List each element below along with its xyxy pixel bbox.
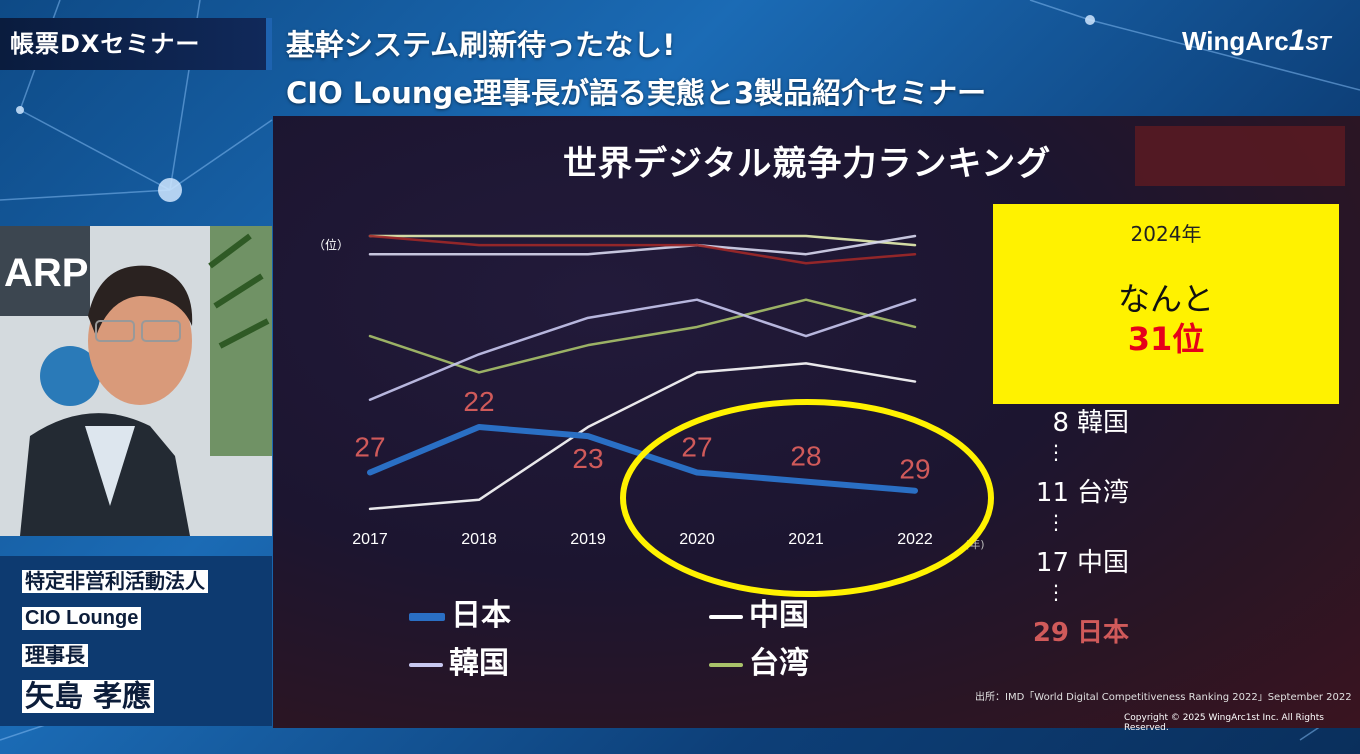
rank-number: 17 [1035,548,1069,578]
page-title-line2: CIO Lounge理事長が語る実態と3製品紹介セミナー [286,76,987,110]
logo-text: WingArc [1182,26,1289,56]
highlight-ellipse [620,399,994,597]
page-title-line1: 基幹システム刷新待ったなし! [286,28,676,62]
series-line-other1 [368,234,917,247]
series-line-taiwan [368,298,917,374]
callout-year: 2024年 [1130,222,1202,246]
legend-korea: 韓国 [409,638,509,682]
presentation-slide: 世界デジタル競争力ランキング （位） 27 22 23 27 28 29 2017 2018 2… [273,116,1360,728]
callout-box: 2024年 なんと 31位 [993,204,1339,404]
rank-number: 11 [1035,478,1069,508]
x-tick-label: 2017 [352,531,388,548]
y-unit-label: （位） [313,238,350,252]
x-tick-label: 2021 [788,531,824,548]
japan-data-label: 22 [463,386,494,417]
rank-ellipsis: ⋮ [1046,510,1066,534]
japan-data-label: 28 [790,441,821,472]
wingarc-logo: WingArc1ST [1182,24,1331,58]
seminar-tag: 帳票DXセミナー [10,30,201,58]
legend-taiwan: 台湾 [709,638,809,682]
legend-swatch [709,614,743,619]
series-line-korea [368,298,917,401]
seminar-tag-box [0,18,272,70]
legend-label: 韓国 [449,646,509,681]
legend-swatch [709,662,743,667]
logo-one: 1 [1288,24,1306,57]
legend-label: 中国 [749,598,809,633]
svg-text:ARP: ARP [4,251,88,295]
x-tick-label: 2022 [897,531,933,548]
slide-title: 世界デジタル競争力ランキング [563,144,1052,184]
speaker-image: ARP [0,226,272,536]
series-line-china [368,362,917,511]
x-tick-label: 2018 [461,531,497,548]
legend-label: 日本 [451,598,511,633]
callout-text: なんと [1117,280,1214,318]
japan-data-label: 27 [354,432,385,463]
x-tick-label: 2020 [679,531,715,548]
series-line-other3 [368,234,917,265]
legend-china: 中国 [709,590,809,634]
rank-country: 中国 [1077,548,1130,578]
rank-item-japan: 29 日本 [1025,612,1129,649]
rank-item-china: 17 中国 [1025,542,1129,579]
decorative-red-rect [1135,126,1345,186]
legend-swatch [409,662,443,667]
x-tick-label: 2019 [570,531,606,548]
rank-ellipsis: ⋮ [1046,580,1066,604]
rank-item-taiwan: 11 台湾 [1025,472,1129,509]
rank-number: 8 [1052,408,1069,438]
legend-label: 台湾 [749,646,809,681]
speaker-video: ARP [0,226,272,536]
series-line-other2 [368,234,917,256]
copyright: Copyright © 2025 WingArc1st Inc. All Rig… [1124,713,1324,733]
rank-country: 日本 [1077,618,1130,648]
callout-rank: 31位 [1127,320,1205,358]
legend-swatch [409,612,445,621]
japan-data-label: 23 [572,443,603,474]
japan-data-label: 29 [899,454,930,485]
rank-country: 台湾 [1077,478,1130,508]
speaker-name: 矢島 孝應 [22,679,155,714]
speaker-organization-name: CIO Lounge [22,607,142,630]
logo-st: ST [1305,33,1331,55]
source-note: 出所：IMD「World Digital Competitiveness Ran… [975,692,1352,703]
rank-number: 29 [1032,618,1069,648]
rank-ellipsis: ⋮ [1046,440,1066,464]
rank-country: 韓国 [1077,408,1130,438]
rank-item-korea: 8 韓国 [1025,402,1129,439]
legend-japan: 日本 [409,590,511,634]
speaker-organization: 特定非営利活動法人 [22,570,208,593]
speaker-role: 理事長 [22,644,88,667]
japan-data-label: 27 [681,432,712,463]
